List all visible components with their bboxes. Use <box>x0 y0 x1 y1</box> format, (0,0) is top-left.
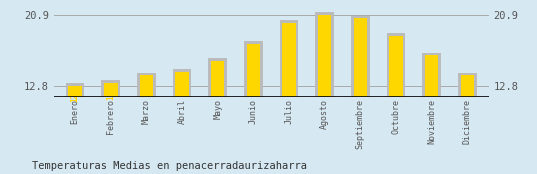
Bar <box>351 16 369 97</box>
Bar <box>387 33 405 97</box>
Text: 14.4: 14.4 <box>178 77 186 96</box>
Text: 14.0: 14.0 <box>142 79 151 97</box>
Text: 14.0: 14.0 <box>463 79 472 97</box>
Bar <box>353 18 367 97</box>
Bar <box>137 73 156 97</box>
Bar <box>211 61 224 97</box>
Text: 20.0: 20.0 <box>285 57 294 75</box>
Bar <box>315 12 334 97</box>
Bar <box>140 76 153 97</box>
Text: 18.5: 18.5 <box>391 62 401 81</box>
Bar <box>101 80 120 97</box>
Text: 15.7: 15.7 <box>213 73 222 91</box>
Bar <box>280 20 298 97</box>
Text: 20.5: 20.5 <box>356 55 365 73</box>
Bar <box>389 36 403 97</box>
Text: 17.6: 17.6 <box>249 66 258 84</box>
Bar <box>175 72 189 97</box>
Bar <box>318 15 331 97</box>
Bar <box>173 69 191 97</box>
Bar <box>208 58 227 97</box>
Bar <box>282 23 296 97</box>
Bar <box>458 73 476 97</box>
Text: 12.8: 12.8 <box>70 83 79 102</box>
Bar <box>66 83 84 97</box>
Text: Temperaturas Medias en penacerradaurizaharra: Temperaturas Medias en penacerradaurizah… <box>32 161 307 171</box>
Bar <box>461 76 474 97</box>
Bar <box>104 82 118 97</box>
Text: 20.9: 20.9 <box>320 54 329 72</box>
Bar <box>246 44 260 97</box>
Bar <box>425 55 438 97</box>
Text: 13.2: 13.2 <box>106 82 115 100</box>
Text: 16.3: 16.3 <box>427 70 436 89</box>
Bar <box>68 86 82 97</box>
Bar <box>244 41 263 97</box>
Bar <box>423 53 441 97</box>
